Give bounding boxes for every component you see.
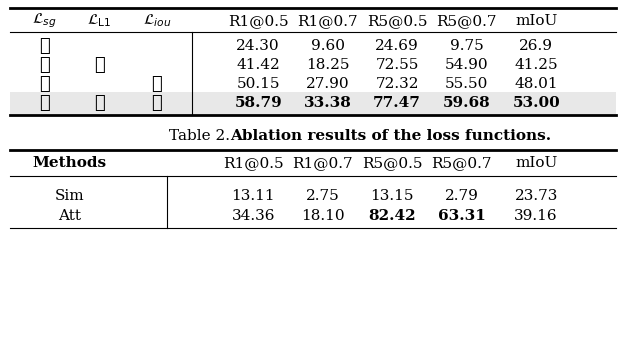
- Text: mIoU: mIoU: [515, 156, 557, 170]
- Text: Methods: Methods: [33, 156, 107, 170]
- Text: ✓: ✓: [39, 56, 50, 74]
- Text: 72.55: 72.55: [376, 58, 419, 72]
- Text: ✓: ✓: [39, 94, 50, 112]
- Text: 9.75: 9.75: [450, 39, 483, 53]
- Text: 24.69: 24.69: [375, 39, 419, 53]
- Text: $\mathcal{L}_{iou}$: $\mathcal{L}_{iou}$: [143, 13, 171, 29]
- Text: ✓: ✓: [39, 37, 50, 55]
- Text: 2.79: 2.79: [445, 189, 479, 203]
- Text: 18.10: 18.10: [301, 209, 344, 223]
- Text: Att: Att: [58, 209, 81, 223]
- Text: 34.36: 34.36: [232, 209, 275, 223]
- Text: 54.90: 54.90: [445, 58, 488, 72]
- Text: 9.60: 9.60: [310, 39, 345, 53]
- Text: 27.90: 27.90: [306, 77, 349, 91]
- Text: R1@0.5: R1@0.5: [223, 156, 284, 170]
- Text: Ablation results of the loss functions.: Ablation results of the loss functions.: [230, 129, 551, 143]
- Text: 82.42: 82.42: [369, 209, 416, 223]
- Text: R1@0.7: R1@0.7: [298, 14, 358, 28]
- Text: mIoU: mIoU: [515, 14, 557, 28]
- Text: 77.47: 77.47: [373, 96, 421, 110]
- Text: R5@0.7: R5@0.7: [436, 14, 497, 28]
- Text: Table 2.: Table 2.: [170, 129, 240, 143]
- Text: $\mathcal{L}_{sg}$: $\mathcal{L}_{sg}$: [33, 12, 57, 30]
- Text: $\mathcal{L}_{\mathrm{L1}}$: $\mathcal{L}_{\mathrm{L1}}$: [87, 13, 111, 29]
- Text: 26.9: 26.9: [519, 39, 553, 53]
- FancyBboxPatch shape: [10, 92, 616, 114]
- Text: 2.75: 2.75: [306, 189, 340, 203]
- Text: ✓: ✓: [152, 94, 163, 112]
- Text: 53.00: 53.00: [512, 96, 560, 110]
- Text: 18.25: 18.25: [306, 58, 349, 72]
- Text: ✓: ✓: [94, 94, 105, 112]
- Text: 41.25: 41.25: [515, 58, 558, 72]
- Text: ✓: ✓: [39, 75, 50, 93]
- Text: 41.42: 41.42: [236, 58, 280, 72]
- Text: 33.38: 33.38: [304, 96, 351, 110]
- Text: 13.15: 13.15: [371, 189, 414, 203]
- Text: R1@0.5: R1@0.5: [228, 14, 289, 28]
- Text: R5@0.5: R5@0.5: [367, 14, 428, 28]
- Text: 72.32: 72.32: [376, 77, 419, 91]
- Text: R1@0.7: R1@0.7: [292, 156, 353, 170]
- Text: R5@0.7: R5@0.7: [431, 156, 492, 170]
- Text: 39.16: 39.16: [515, 209, 558, 223]
- Text: 63.31: 63.31: [438, 209, 486, 223]
- Text: ✓: ✓: [94, 56, 105, 74]
- Text: Sim: Sim: [54, 189, 84, 203]
- Text: 59.68: 59.68: [443, 96, 490, 110]
- Text: 23.73: 23.73: [515, 189, 558, 203]
- Text: ✓: ✓: [152, 75, 163, 93]
- Text: 24.30: 24.30: [236, 39, 280, 53]
- Text: 58.79: 58.79: [234, 96, 282, 110]
- Text: R5@0.5: R5@0.5: [362, 156, 422, 170]
- Text: 50.15: 50.15: [236, 77, 280, 91]
- Text: 13.11: 13.11: [232, 189, 275, 203]
- Text: 55.50: 55.50: [445, 77, 488, 91]
- Text: 48.01: 48.01: [515, 77, 558, 91]
